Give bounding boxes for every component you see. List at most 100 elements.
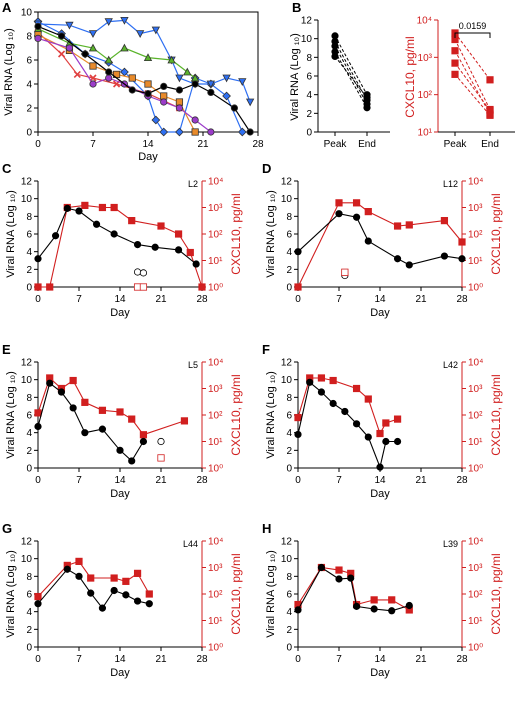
panel-c-cxcl10-point [186,248,194,257]
panel-h-viral-point [388,607,396,615]
panel-d-ytick-label: 12 [281,177,293,188]
panel-a-xlabel: Day [138,151,158,163]
panel-g-cxcl10-point [133,569,142,577]
panel-a-ytick-label: 6 [26,56,32,67]
panel-b-left-pair-line [334,51,368,108]
panel-c-ylabel-left: Viral RNA (Log ₁₀) [5,190,17,278]
panel-h-ytick-right-label: 10² [468,590,483,601]
panel-g-xlabel: Day [110,667,130,679]
panel-b-right-peak-point [451,59,459,67]
panel-h-cxcl10-point [388,596,396,604]
panel-b-left-end-point [363,93,371,102]
panel-a-xtick-label: 21 [197,139,209,150]
panel-a-series-point [246,128,254,136]
panel-letter-a: A [2,0,12,15]
panel-g-ytick-label: 10 [21,554,33,565]
panel-c-viral-point [75,207,83,215]
panel-c-cxcl10-point [174,230,183,238]
panel-h-xtick-label: 21 [415,654,427,665]
panel-d-ytick-label: 2 [286,265,292,276]
panel-c-cxcl10-open-point [139,283,148,291]
panel-b-right-category: End [481,139,499,150]
panel-g-ytick-label: 8 [26,572,32,583]
panel-f-xtick-label: 0 [295,475,301,486]
panel-d-ytick-label: 0 [286,283,292,294]
panel-b-significance-bracket [454,32,491,38]
panel-a-series-point [238,78,247,86]
panel-a-frame [37,11,259,133]
panel-b-right-pair-line [454,62,491,111]
panel-c-viral-point [51,232,60,240]
panel-e-viral-line [37,382,144,462]
panel-e-ytick-right-label: 10⁴ [208,358,223,369]
panel-f-viral-point [393,437,402,446]
panel-g-ytick-label: 12 [21,537,33,548]
panel-h-xtick-label: 0 [295,654,301,665]
panel-b-right-category: Peak [444,139,468,150]
panel-b-pvalue: 0.0159 [459,21,487,31]
panel-c-ytick-label: 0 [26,283,32,294]
panel-b-left-ytick-label: 10 [301,34,313,45]
panel-b-left-end-point [363,104,371,112]
panel-f-viral-line [297,381,398,469]
panel-h-ylabel-right: CXCL10, pg/ml [489,553,503,634]
panel-d-cxcl10-point [364,208,372,216]
panel-a-series-point [191,80,199,88]
panel-a-series-point [160,98,168,106]
panel-e-viral-open-point [157,437,165,446]
panel-e-xlabel: Day [110,488,130,500]
panel-g-ylabel-left: Viral RNA (Log ₁₀) [5,550,17,638]
panel-d-xtick-label: 28 [456,294,468,305]
panel-c-cxcl10-point [34,283,42,291]
panel-d-cxcl10-point [352,199,361,207]
panel-d-ylabel-left: Viral RNA (Log ₁₀) [265,190,277,278]
panel-e-cxcl10-point [139,431,148,439]
panel-letter-g: G [2,521,12,536]
panel-d-viral-point [352,213,361,221]
panel-e-cxcl10-point [69,376,77,385]
panel-a-series-point [222,74,231,83]
panel-d-cxcl10-line [297,202,463,288]
panel-g-xtick-label: 0 [35,654,41,665]
panel-a-series-point [191,128,199,136]
panel-a-series-point [57,32,66,40]
panel-e-viral-point [46,379,54,387]
panel-d-ytick-label: 6 [286,230,292,241]
panel-h-viral-point [370,605,378,613]
panel-d-viral-point [440,252,449,260]
panel-b-left-ytick-label: 0 [306,128,312,139]
panel-d-viral-point [405,261,413,269]
panel-a-series-point [104,18,113,26]
panel-e-ylabel-right: CXCL10, pg/ml [229,374,243,455]
panel-a-series-point [207,128,215,136]
panel-e-xtick-label: 0 [35,475,41,486]
panel-c-viral-point [63,204,71,212]
panel-f-ytick-right-label: 10³ [468,384,483,395]
panel-g-viral-point [75,572,83,580]
panel-a-series-line [37,37,212,133]
panel-a-series-point [167,55,176,64]
panel-f-ytick-right-label: 10¹ [468,437,483,448]
panel-f-ytick-label: 8 [286,393,292,404]
panel-b-right-peak-point [451,47,459,55]
panel-h-ytick-label: 12 [281,537,293,548]
panel-e-cxcl10-point [98,406,107,414]
panel-g-ytick-right-label: 10¹ [208,616,223,627]
panel-d-ytick-label: 8 [286,212,292,223]
panel-a-series-point [128,86,136,94]
panel-h-viral-point [294,606,302,614]
panel-f-ytick-label: 6 [286,411,292,422]
panel-c-ytick-label: 12 [21,177,33,188]
panel-c-cxcl10-open-point [133,283,142,291]
panel-c-xtick-label: 0 [35,294,41,305]
panel-g-ytick-label: 0 [26,643,32,654]
panel-a-series-point [120,16,129,25]
panel-f-cxcl10-point [294,413,302,422]
panel-a-series-point [230,104,239,112]
panel-g-viral-point [145,600,153,608]
panel-d-cxcl10-point [405,221,413,229]
panel-g-cxcl10-point [110,574,118,582]
panel-f-cxcl10-point [364,395,372,403]
panel-f-xtick-label: 14 [374,475,386,486]
panel-c-viral-line [37,207,197,265]
